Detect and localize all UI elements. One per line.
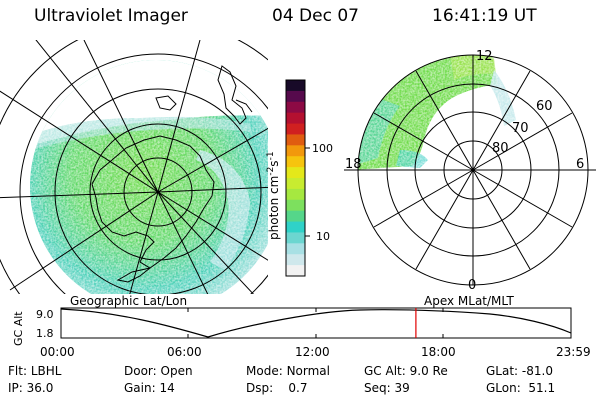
time-tick-0600: 06:00: [167, 345, 202, 359]
colorbar-swatch: [286, 210, 305, 223]
colorbar-swatch: [286, 156, 305, 168]
colorbar-swatch: [286, 101, 305, 114]
magnetic-map-label: Apex MLat/MLT: [424, 294, 514, 308]
mlat-label-70: 70: [512, 121, 529, 136]
colorbar-swatch: [286, 80, 305, 92]
info-glat: GLat: -81.0: [486, 364, 553, 378]
info-mode: Mode: Normal: [246, 364, 330, 378]
mlt-label-12: 12: [476, 49, 493, 64]
info-gc-alt: GC Alt: 9.0 Re: [364, 364, 448, 378]
colorbar-swatch: [286, 178, 305, 190]
info-dsp: Dsp: 0.7: [246, 381, 308, 395]
alt-axis-label: GC Alt: [12, 311, 25, 346]
colorbar: [285, 79, 306, 277]
altitude-curve: [60, 308, 572, 338]
colorbar-swatch: [286, 199, 305, 212]
mlt-label-0: 0: [468, 278, 476, 293]
info-glon: GLon: 51.1: [486, 381, 556, 395]
mlat-label-80: 80: [492, 141, 509, 156]
colorbar-swatch: [286, 112, 305, 125]
colorbar-swatch: [286, 188, 305, 201]
colorbar-tick-100: 100: [312, 142, 333, 155]
colorbar-swatch: [286, 254, 305, 266]
mlt-label-6: 6: [576, 157, 584, 172]
mlt-label-18: 18: [345, 157, 362, 172]
colorbar-swatch: [286, 123, 305, 135]
colorbar-swatch: [286, 134, 305, 146]
time-tick-2359: 23:59: [556, 345, 591, 359]
colorbar-swatch: [286, 265, 305, 277]
time-label: 16:41:19 UT: [432, 6, 537, 26]
info-door: Door: Open: [124, 364, 193, 378]
colorbar-swatch: [286, 221, 305, 233]
geographic-map: [0, 40, 268, 294]
magnetic-map: 12 18 6 0 60 70 80: [344, 49, 596, 293]
info-ip: IP: 36.0: [8, 381, 54, 395]
date-label: 04 Dec 07: [272, 6, 359, 26]
time-tick-1800: 18:00: [421, 345, 456, 359]
alt-tick-9: 9.0: [36, 308, 54, 321]
alt-tick-1.8: 1.8: [36, 327, 54, 340]
time-tick-1200: 12:00: [295, 345, 330, 359]
altitude-plot: 9.0 1.8 GC Alt 00:00 06:00 12:00 18:00 2…: [12, 307, 591, 359]
colorbar-swatch: [286, 232, 305, 244]
colorbar-swatch: [286, 243, 305, 255]
geographic-map-label: Geographic Lat/Lon: [70, 294, 188, 308]
info-gain: Gain: 14: [124, 381, 175, 395]
instrument-title: Ultraviolet Imager: [34, 6, 188, 26]
info-flt: Flt: LBHL: [8, 364, 62, 378]
colorbar-label: photon cm-2s-1: [266, 151, 281, 240]
colorbar-swatch: [286, 145, 305, 157]
colorbar-swatch: [286, 167, 305, 179]
colorbar-tick-10: 10: [316, 230, 330, 243]
colorbar-swatch: [286, 90, 305, 103]
time-tick-0000: 00:00: [40, 345, 75, 359]
info-seq: Seq: 39: [364, 381, 410, 395]
mlat-label-60: 60: [536, 99, 553, 114]
